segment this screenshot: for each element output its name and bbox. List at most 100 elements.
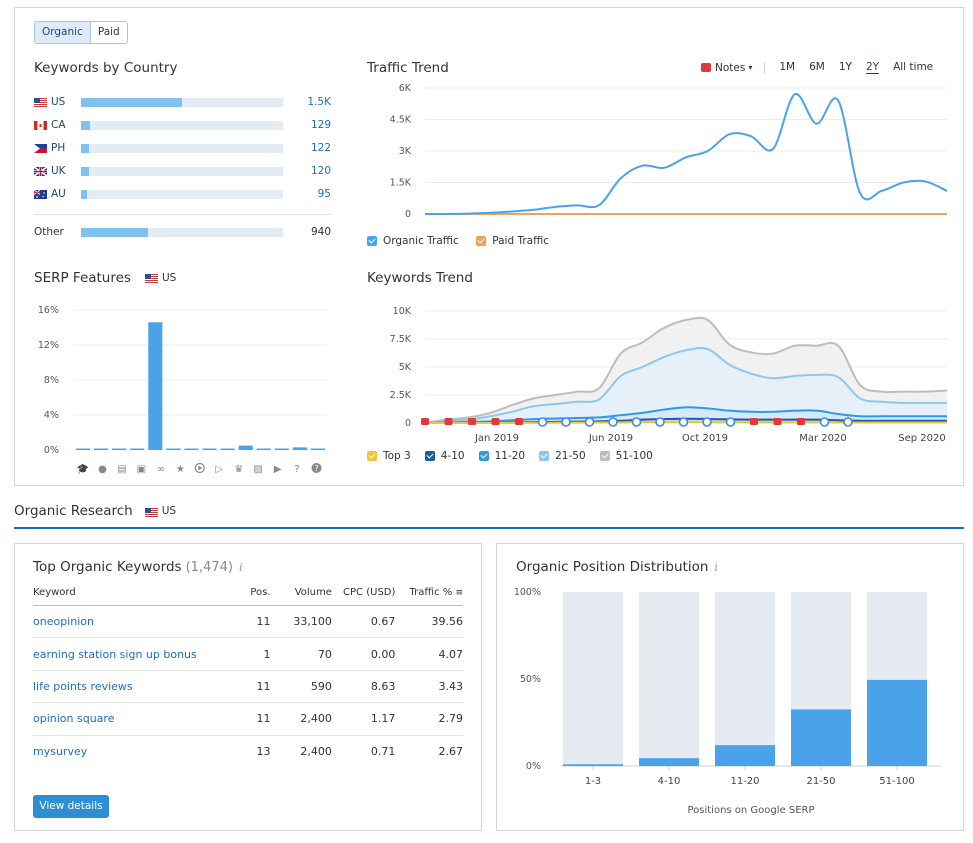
x-tick-label: 1-3: [585, 776, 601, 787]
legend-21-50[interactable]: 21-50: [539, 450, 586, 462]
y-tick-label: 10K: [393, 306, 412, 317]
checkbox-icon: [476, 236, 487, 246]
legend-organic-traffic[interactable]: Organic Traffic: [367, 235, 459, 247]
legend-4-10[interactable]: 4-10: [424, 450, 465, 462]
position-cell: 11: [237, 702, 271, 736]
crown-icon: ♛: [234, 464, 243, 475]
keyword-link[interactable]: mysurvey: [33, 745, 88, 758]
x-tick-label: Jan 2019: [474, 433, 519, 444]
col-volume[interactable]: Volume: [270, 587, 332, 606]
country-value[interactable]: 95: [317, 188, 331, 200]
volume-cell: 2,400: [270, 702, 332, 736]
y-tick-label: 5K: [399, 362, 412, 373]
serp-bar: [292, 447, 307, 450]
document-icon: ▤: [117, 464, 126, 475]
keyword-link[interactable]: life points reviews: [33, 670, 238, 704]
legend-11-20[interactable]: 11-20: [478, 450, 525, 462]
position-distribution-panel: Organic Position Distribution i 100% 50% 0…: [496, 543, 964, 831]
keyword-link[interactable]: oneopinion: [33, 605, 238, 639]
country-value[interactable]: 122: [310, 142, 331, 154]
play-circle-icon: [194, 462, 205, 474]
info-icon[interactable]: i: [714, 561, 718, 574]
country-label-ca[interactable]: CA: [34, 119, 66, 131]
timeframe-1m[interactable]: 1M: [779, 61, 796, 73]
traffic-trend-chart: 6K 4.5K 3K 1.5K 0: [390, 83, 948, 218]
google-update-icon: [655, 417, 665, 427]
picture-icon: ▨: [253, 464, 262, 475]
timeframe-2y[interactable]: 2Y: [865, 61, 880, 74]
info-icon[interactable]: i: [238, 561, 243, 574]
x-tick-label: Jun 2019: [588, 433, 633, 444]
timeframe-6m[interactable]: 6M: [809, 61, 825, 73]
timeframe-bar: Notes ▾ 1M 6M 1Y 2Y All time: [701, 61, 933, 74]
image-icon: ▣: [137, 464, 146, 475]
distribution-bar: [563, 764, 623, 766]
x-tick-label: 11-20: [730, 776, 759, 787]
distribution-bar: [639, 758, 699, 766]
note-marker-icon: [444, 418, 453, 425]
cpc-cell: 1.17: [331, 702, 396, 736]
google-update-icon: [678, 417, 689, 427]
country-code: UK: [51, 165, 66, 177]
timeframe-all-time[interactable]: All time: [893, 61, 934, 73]
legend-label: Organic Traffic: [383, 235, 459, 247]
col-keyword[interactable]: Keyword: [33, 587, 238, 606]
col-traffic[interactable]: Traffic % ≡: [395, 587, 463, 606]
note-marker-icon: [797, 418, 805, 425]
volume-cell: 70: [270, 637, 332, 671]
note-marker-icon: [491, 418, 500, 425]
checkbox-icon: [599, 451, 610, 461]
table-row: oneopinion 11 33,100 0.67 39.56: [33, 605, 463, 639]
google-update-icon: [702, 417, 712, 427]
ph-flag-icon: [34, 143, 47, 153]
country-label-ph[interactable]: PH: [34, 142, 65, 154]
position-cell: 11: [237, 670, 271, 704]
legend-51-100[interactable]: 51-100: [599, 450, 653, 462]
keyword-link[interactable]: opinion square: [33, 702, 238, 736]
keywords-by-country-title: Keywords by Country: [34, 60, 178, 76]
timeframe-1y[interactable]: 1Y: [838, 61, 852, 73]
notes-dropdown[interactable]: Notes: [715, 61, 746, 74]
note-marker-icon: [421, 418, 429, 425]
x-axis-label: Positions on Google SERP: [687, 805, 814, 816]
notes-icon: [701, 63, 711, 72]
volume-cell: 2,400: [300, 745, 332, 758]
country-label-us[interactable]: US: [34, 96, 65, 108]
country-value[interactable]: 129: [310, 119, 331, 131]
country-bar-fill: [81, 167, 90, 176]
top-keywords-count: (1,474): [185, 560, 233, 575]
overview-panel: Organic Paid Keywords by Country US 1.5K C…: [14, 7, 964, 486]
checkbox-icon: [367, 236, 377, 246]
legend-label: Paid Traffic: [492, 235, 549, 247]
view-details-button[interactable]: View details: [33, 795, 109, 818]
checkbox-icon: [478, 451, 489, 461]
col-pos[interactable]: Pos.: [237, 587, 271, 606]
keyword-link[interactable]: earning station sign up bonus: [33, 637, 238, 671]
google-update-icon: [631, 417, 642, 427]
position-cell: 11: [237, 605, 271, 639]
organic-toggle-button[interactable]: Organic: [35, 22, 91, 43]
col-cpc[interactable]: CPC (USD): [331, 587, 396, 606]
y-tick-label: 0%: [44, 445, 59, 456]
au-flag-icon: [33, 189, 47, 199]
y-tick-label: 4.5K: [390, 115, 412, 126]
distribution-bar-bg: [563, 592, 623, 766]
x-tick-label: Oct 2019: [682, 433, 728, 444]
legend-top-3[interactable]: Top 3: [367, 450, 411, 462]
google-update-icon: [537, 417, 548, 427]
country-value[interactable]: 1.5K: [307, 96, 331, 108]
serp-bar: [76, 448, 91, 450]
serp-bar: [184, 448, 199, 450]
traffic-cell: 3.43: [395, 670, 463, 704]
sort-icon: ≡: [455, 588, 463, 598]
distribution-bar-bg: [715, 592, 775, 766]
volume-cell: 33,100: [270, 605, 332, 639]
country-value[interactable]: 120: [310, 165, 331, 177]
link-icon: ∞: [157, 464, 165, 475]
legend-label: 21-50: [555, 450, 586, 462]
country-label-uk[interactable]: UK: [33, 165, 66, 177]
paid-toggle-button[interactable]: Paid: [90, 22, 127, 43]
legend-paid-traffic[interactable]: Paid Traffic: [476, 235, 549, 247]
x-tick-label: 21-50: [806, 776, 835, 787]
country-label-au[interactable]: AU: [33, 188, 66, 200]
